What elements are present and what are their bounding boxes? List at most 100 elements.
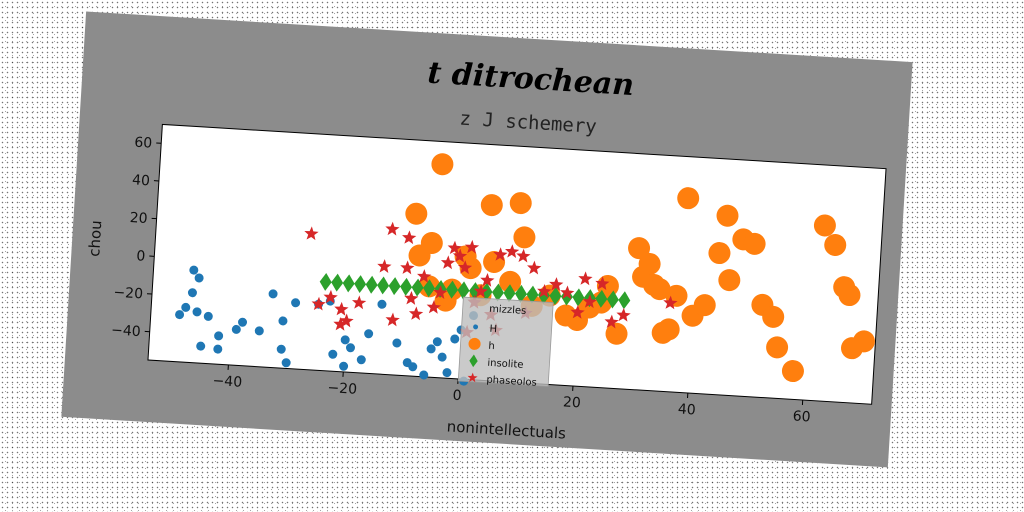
- point-2-18: [526, 285, 539, 304]
- x-tick-label: 60: [792, 408, 811, 425]
- point-1-44: [824, 234, 847, 257]
- legend-label-insolite: insolite: [487, 358, 524, 371]
- point-0-6: [175, 310, 185, 320]
- point-3-25: [480, 272, 495, 287]
- point-2-9: [423, 279, 436, 298]
- point-1-13: [509, 192, 532, 215]
- point-3-5: [339, 313, 354, 328]
- point-0-12: [254, 326, 264, 336]
- point-2-5: [377, 276, 390, 295]
- point-3-37: [578, 271, 593, 286]
- x-tick-label: 40: [677, 401, 696, 418]
- legend-label-H: H: [489, 324, 497, 335]
- point-0-3: [181, 302, 191, 312]
- series-insolite: [319, 272, 631, 310]
- point-3-36: [570, 305, 585, 319]
- point-2-25: [606, 290, 619, 309]
- point-1-41: [766, 336, 789, 359]
- y-axis-label: chou: [85, 220, 105, 257]
- point-1-33: [693, 294, 716, 317]
- point-0-0: [189, 265, 199, 275]
- point-0-7: [196, 341, 206, 351]
- point-0-30: [419, 370, 429, 380]
- point-3-3: [334, 301, 349, 316]
- point-2-1: [331, 273, 344, 292]
- point-0-11: [238, 317, 248, 327]
- y-tick-label: 40: [132, 172, 151, 189]
- point-3-15: [426, 299, 441, 314]
- y-tick-label: 0: [136, 248, 146, 265]
- y-tick-label: 20: [129, 210, 148, 227]
- point-3-33: [537, 284, 552, 298]
- point-0-33: [442, 368, 452, 378]
- point-3-12: [404, 291, 419, 305]
- point-2-4: [365, 275, 378, 294]
- point-0-34: [450, 334, 460, 344]
- point-1-38: [743, 232, 766, 255]
- point-3-35: [560, 285, 575, 300]
- point-3-11: [400, 260, 415, 275]
- point-0-4: [192, 307, 202, 317]
- point-0-27: [392, 338, 402, 348]
- point-0-9: [213, 344, 223, 354]
- point-1-27: [648, 278, 671, 301]
- point-0-8: [214, 331, 224, 341]
- point-3-8: [385, 221, 400, 236]
- point-1-40: [762, 305, 785, 328]
- point-1-36: [718, 269, 741, 292]
- x-tick-label: 0: [452, 388, 462, 405]
- point-0-23: [339, 361, 349, 371]
- point-3-18: [447, 240, 462, 255]
- y-tick-label: 60: [134, 135, 153, 152]
- point-1-35: [716, 204, 739, 227]
- point-2-15: [491, 283, 504, 302]
- y-axis: −40 −20 0 20 40 60: [111, 135, 162, 340]
- point-3-2: [323, 289, 338, 304]
- point-0-20: [328, 349, 338, 359]
- point-2-22: [572, 288, 585, 307]
- point-3-32: [527, 260, 542, 275]
- point-2-17: [514, 284, 527, 303]
- point-3-10: [402, 230, 417, 245]
- point-3-19: [452, 248, 468, 263]
- point-2-16: [503, 284, 516, 303]
- point-1-23: [628, 237, 651, 260]
- point-1-3: [431, 153, 454, 176]
- point-3-40: [604, 314, 619, 329]
- x-tick-label: 20: [563, 394, 582, 411]
- point-1-22: [605, 322, 628, 345]
- point-3-6: [352, 295, 367, 310]
- point-3-28: [493, 247, 508, 262]
- point-2-0: [319, 272, 332, 291]
- point-0-16: [281, 358, 291, 368]
- legend-entries: Hh insolite phaseolos: [467, 324, 537, 389]
- point-3-17: [440, 255, 456, 270]
- point-3-13: [408, 306, 424, 321]
- point-0-26: [377, 299, 387, 309]
- point-3-29: [505, 244, 520, 259]
- point-1-42: [781, 360, 804, 383]
- legend-label-h: h: [488, 341, 495, 352]
- y-tick-label: −40: [111, 322, 141, 340]
- point-2-20: [549, 287, 562, 305]
- point-2-12: [457, 281, 470, 300]
- point-1-43: [813, 214, 836, 237]
- point-1-48: [852, 330, 875, 353]
- rotated-figure: t ditrochean z J schemery −40 −20 0 20 40 60 …: [61, 11, 913, 468]
- point-3-21: [464, 239, 480, 254]
- point-0-10: [231, 324, 241, 334]
- series-H: [175, 265, 479, 386]
- legend: mizzles Hh insolite phaseolos: [457, 296, 554, 389]
- point-0-1: [194, 273, 204, 283]
- point-1-10: [480, 194, 503, 217]
- point-0-29: [408, 362, 418, 372]
- point-1-34: [708, 242, 731, 265]
- point-3-20: [457, 260, 473, 275]
- point-2-11: [446, 280, 459, 299]
- point-3-41: [616, 307, 631, 322]
- point-2-13: [469, 282, 482, 301]
- x-tick-label: −40: [212, 373, 242, 391]
- point-0-25: [364, 329, 374, 339]
- y-tick-label: −20: [113, 285, 143, 303]
